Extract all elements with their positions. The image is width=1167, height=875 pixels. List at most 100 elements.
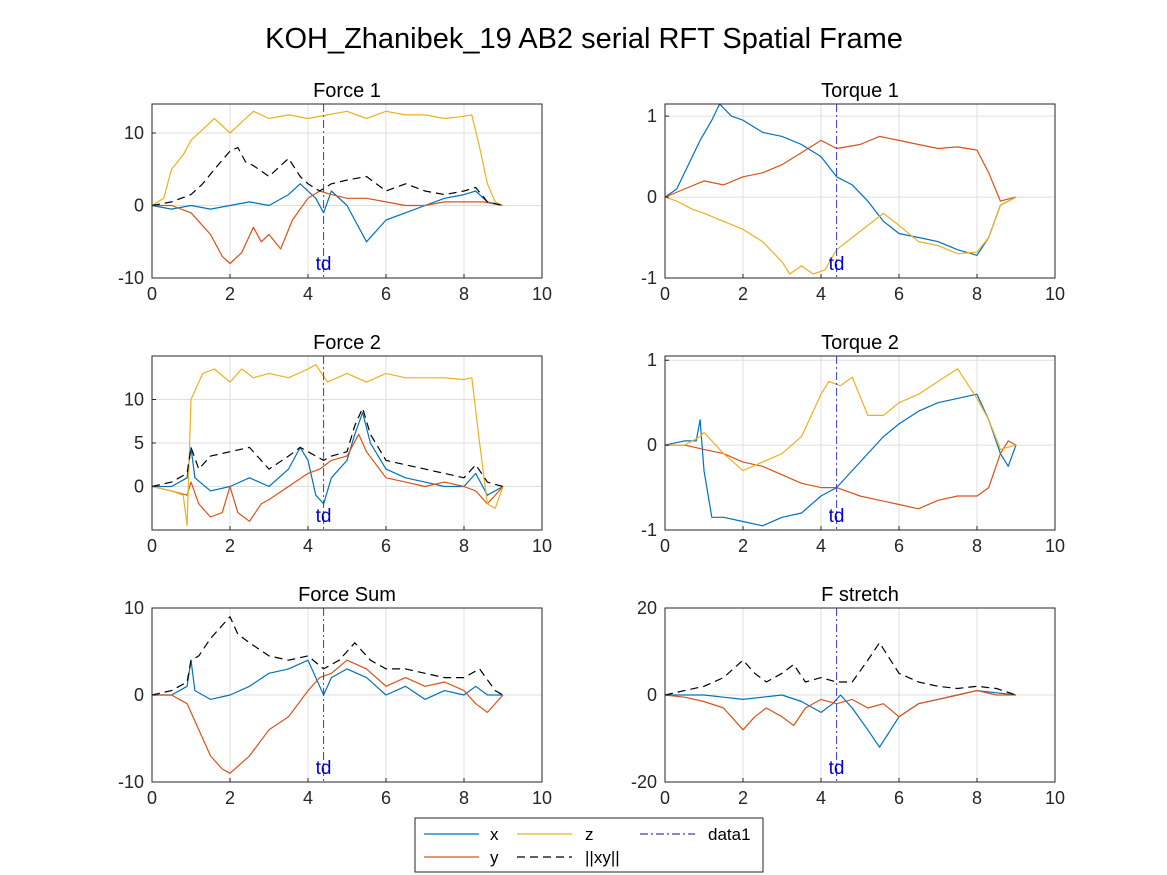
marker-label-td: td bbox=[316, 758, 332, 779]
tick-label-y: 0 bbox=[134, 196, 144, 216]
axes-box bbox=[664, 103, 1056, 279]
tick-label-x: 6 bbox=[894, 284, 904, 304]
series-group bbox=[665, 642, 1017, 748]
plot-area bbox=[152, 104, 542, 278]
marker-label-td: td bbox=[829, 758, 845, 779]
tick-label-y: 1 bbox=[647, 106, 657, 126]
tick-label-x: 10 bbox=[532, 788, 552, 808]
tick-label-y: 1 bbox=[647, 350, 657, 370]
tick-label-x: 0 bbox=[660, 788, 670, 808]
tick-label-x: 8 bbox=[972, 788, 982, 808]
tick-label-x: 4 bbox=[816, 536, 826, 556]
series-line-x bbox=[152, 183, 504, 243]
tick-label-x: 10 bbox=[1045, 536, 1065, 556]
series-line-x bbox=[665, 104, 1017, 256]
series-line-y bbox=[152, 659, 504, 774]
series-line-y bbox=[152, 190, 504, 265]
legend-label-y: y bbox=[490, 848, 499, 867]
legend: x z data1 y ||xy|| bbox=[414, 817, 764, 873]
tick-label-x: 2 bbox=[738, 788, 748, 808]
tick-label-y: 0 bbox=[647, 685, 657, 705]
tick-label-y: -10 bbox=[118, 268, 144, 288]
series-line-y bbox=[665, 690, 1016, 731]
plot-area bbox=[665, 104, 1055, 278]
tick-label-x: 10 bbox=[1045, 788, 1065, 808]
series-line-z bbox=[665, 196, 1017, 275]
marker-label-td: td bbox=[316, 506, 332, 527]
gridlines bbox=[151, 356, 543, 530]
tick-label-x: 0 bbox=[660, 536, 670, 556]
series-line-y bbox=[665, 135, 1017, 202]
tick-label-y: -1 bbox=[641, 520, 657, 540]
tick-label-x: 0 bbox=[660, 284, 670, 304]
tick-label-y: 10 bbox=[124, 390, 144, 410]
tick-label-x: 2 bbox=[225, 536, 235, 556]
tick-label-y: 0 bbox=[647, 187, 657, 207]
marker-label-td: td bbox=[829, 254, 845, 275]
tick-label-x: 6 bbox=[381, 788, 391, 808]
tick-label-x: 8 bbox=[459, 284, 469, 304]
tick-label-x: 0 bbox=[147, 536, 157, 556]
series-line-y bbox=[152, 433, 504, 522]
tick-label-x: 6 bbox=[894, 788, 904, 808]
tick-label-x: 2 bbox=[225, 284, 235, 304]
tick-label-x: 4 bbox=[303, 536, 313, 556]
tick-label-x: 4 bbox=[816, 284, 826, 304]
series-line-y bbox=[665, 440, 1017, 510]
subplot-title: Torque 1 bbox=[821, 80, 899, 102]
subplot-title: F stretch bbox=[821, 584, 899, 606]
tick-label-y: 10 bbox=[124, 598, 144, 618]
marker-label-td: td bbox=[316, 254, 332, 275]
tick-label-y: 20 bbox=[637, 598, 657, 618]
series-line-x bbox=[152, 659, 503, 700]
tick-label-x: 2 bbox=[738, 284, 748, 304]
tick-label-y: -1 bbox=[641, 268, 657, 288]
tick-label-x: 8 bbox=[459, 788, 469, 808]
tick-label-x: 6 bbox=[894, 536, 904, 556]
tick-label-x: 8 bbox=[972, 284, 982, 304]
subplot-title: Force 2 bbox=[313, 332, 381, 354]
tick-label-x: 6 bbox=[381, 284, 391, 304]
tick-label-x: 10 bbox=[532, 284, 552, 304]
subplot-force-2: td 0 2 4 6 8 10 0 5 10 Force 2 bbox=[124, 332, 552, 556]
tick-label-y: 0 bbox=[134, 685, 144, 705]
legend-label-xy: ||xy|| bbox=[585, 848, 620, 867]
marker-label-td: td bbox=[829, 506, 845, 527]
tick-label-x: 2 bbox=[738, 536, 748, 556]
tick-label-y: 0 bbox=[647, 435, 657, 455]
series-group bbox=[152, 616, 504, 774]
tick-label-x: 6 bbox=[381, 536, 391, 556]
series-line-xy-norm bbox=[152, 616, 504, 696]
subplot-title: Torque 2 bbox=[821, 332, 899, 354]
series-line-z bbox=[152, 364, 504, 527]
tick-label-x: 4 bbox=[816, 788, 826, 808]
series-line-z bbox=[665, 368, 1017, 472]
series-line-xy-norm bbox=[152, 146, 504, 207]
axes-box bbox=[151, 103, 543, 279]
tick-label-x: 0 bbox=[147, 284, 157, 304]
legend-box bbox=[414, 817, 764, 873]
tick-label-x: 10 bbox=[532, 536, 552, 556]
tick-label-x: 4 bbox=[303, 284, 313, 304]
series-group bbox=[152, 110, 504, 265]
series-line-xy-norm bbox=[665, 642, 1017, 696]
tick-label-x: 8 bbox=[972, 536, 982, 556]
subplot-title: Force Sum bbox=[298, 584, 396, 606]
figure-title: KOH_Zhanibek_19 AB2 serial RFT Spatial F… bbox=[265, 23, 903, 55]
tick-label-x: 10 bbox=[1045, 284, 1065, 304]
series-line-z bbox=[152, 110, 504, 207]
subplot-title: Force 1 bbox=[313, 80, 381, 102]
legend-label-data1: data1 bbox=[708, 825, 751, 844]
tick-label-y: 5 bbox=[134, 433, 144, 453]
tick-label-y: 10 bbox=[124, 123, 144, 143]
tick-label-y: 0 bbox=[134, 477, 144, 497]
axes-box bbox=[664, 355, 1056, 531]
legend-label-z: z bbox=[585, 825, 594, 844]
tick-label-x: 2 bbox=[225, 788, 235, 808]
